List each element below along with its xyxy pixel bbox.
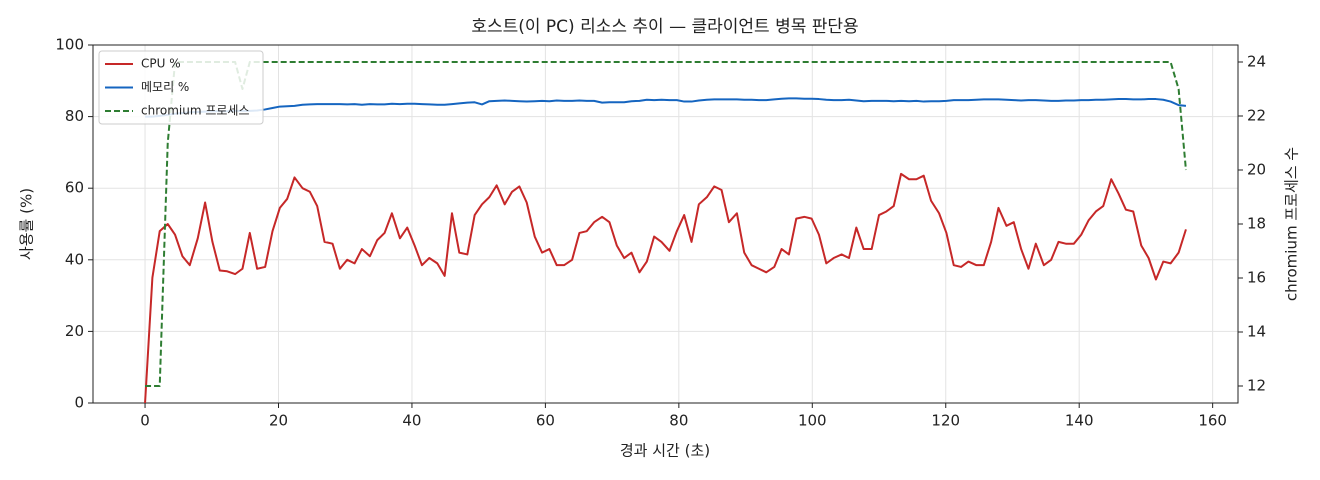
y-tick-label: 0 (74, 394, 84, 412)
x-tick-label: 100 (798, 412, 827, 430)
y2-axis-label: chromium 프로세스 수 (1283, 147, 1301, 301)
x-tick-label: 120 (931, 412, 960, 430)
x-axis-label: 경과 시간 (초) (620, 442, 710, 460)
x-tick-label: 0 (140, 412, 150, 430)
y2-tick-label: 16 (1247, 268, 1266, 286)
legend-label: 메모리 % (141, 80, 189, 94)
y2-tick-label: 24 (1247, 53, 1266, 71)
y2-tick-label: 14 (1247, 322, 1266, 340)
x-tick-label: 40 (402, 412, 421, 430)
x-tick-label: 60 (536, 412, 555, 430)
y-tick-label: 80 (65, 107, 84, 125)
y2-tick-label: 12 (1247, 376, 1266, 394)
y2-tick-label: 20 (1247, 161, 1266, 179)
x-tick-label: 160 (1198, 412, 1227, 430)
series-line (145, 61, 1187, 387)
legend-label: CPU % (141, 57, 181, 71)
y2-tick-label: 18 (1247, 215, 1266, 233)
y2-tick-label: 22 (1247, 107, 1266, 125)
y-tick-label: 60 (65, 179, 84, 197)
legend-label: chromium 프로세스 (141, 104, 250, 118)
plot-frame (92, 44, 1239, 404)
y-tick-label: 20 (65, 322, 84, 340)
legend-box (98, 50, 264, 125)
series-line (145, 97, 1187, 118)
y-tick-label: 40 (65, 250, 84, 268)
x-tick-label: 20 (269, 412, 288, 430)
legend: CPU % 메모리 % chromium 프로세스 (98, 50, 264, 125)
series-line (144, 172, 1187, 404)
y-tick-label: 100 (55, 36, 84, 54)
x-tick-label: 140 (1065, 412, 1094, 430)
y-axis-label: 사용률 (%) (18, 188, 36, 260)
chart-title: 호스트(이 PC) 리소스 추이 — 클라이언트 병목 판단용 (471, 17, 858, 37)
x-tick-label: 80 (669, 412, 688, 430)
